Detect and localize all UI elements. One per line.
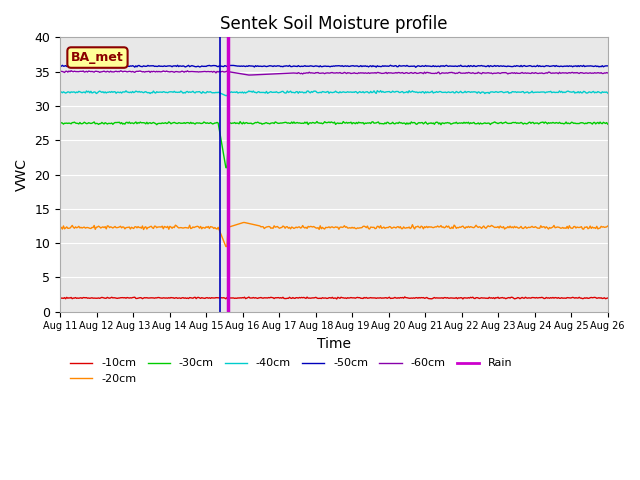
-50cm xyxy=(508,64,515,70)
-10cm xyxy=(383,295,391,301)
X-axis label: Time: Time xyxy=(317,337,351,351)
-10cm xyxy=(56,295,64,300)
-20cm xyxy=(355,225,362,231)
-30cm xyxy=(604,121,612,127)
-10cm xyxy=(354,295,362,300)
Line: -30cm: -30cm xyxy=(60,121,608,168)
-50cm xyxy=(457,62,465,68)
-60cm xyxy=(56,69,64,74)
-50cm xyxy=(56,63,64,69)
Line: -40cm: -40cm xyxy=(60,91,608,96)
-20cm xyxy=(222,244,230,250)
-30cm xyxy=(593,120,600,126)
-50cm xyxy=(382,63,390,69)
-10cm xyxy=(401,294,408,300)
-30cm xyxy=(319,121,326,127)
-50cm xyxy=(353,63,360,69)
-50cm xyxy=(316,63,324,69)
Legend: -10cm, -20cm, -30cm, -40cm, -50cm, -60cm, Rain: -10cm, -20cm, -30cm, -40cm, -50cm, -60cm… xyxy=(66,354,516,388)
-20cm xyxy=(593,224,600,229)
-10cm xyxy=(316,295,324,301)
-50cm xyxy=(604,63,612,69)
-10cm xyxy=(320,295,328,301)
-60cm xyxy=(385,70,392,75)
Text: BA_met: BA_met xyxy=(71,51,124,64)
-50cm xyxy=(593,64,600,70)
-40cm xyxy=(593,90,600,96)
-40cm xyxy=(56,89,64,95)
-30cm xyxy=(322,120,330,125)
Line: -60cm: -60cm xyxy=(60,71,608,75)
-30cm xyxy=(222,165,230,170)
-40cm xyxy=(321,89,328,95)
-60cm xyxy=(67,68,75,73)
-10cm xyxy=(593,295,600,301)
-60cm xyxy=(604,70,612,76)
Title: Sentek Soil Moisture profile: Sentek Soil Moisture profile xyxy=(220,15,448,33)
Line: -20cm: -20cm xyxy=(60,223,608,247)
-10cm xyxy=(604,295,612,301)
-60cm xyxy=(319,70,326,76)
-60cm xyxy=(593,70,600,76)
-30cm xyxy=(508,120,515,126)
-60cm xyxy=(322,70,330,76)
-20cm xyxy=(322,225,330,230)
-10cm xyxy=(333,296,340,302)
-20cm xyxy=(239,220,247,226)
-40cm xyxy=(354,90,362,96)
-10cm xyxy=(508,294,515,300)
-20cm xyxy=(56,225,64,230)
-40cm xyxy=(317,90,325,96)
-20cm xyxy=(319,225,326,230)
Line: -50cm: -50cm xyxy=(60,65,608,67)
-40cm xyxy=(222,93,230,98)
-50cm xyxy=(320,63,328,69)
-40cm xyxy=(508,90,515,96)
-30cm xyxy=(355,120,362,125)
-30cm xyxy=(56,119,64,125)
-30cm xyxy=(385,120,392,125)
-50cm xyxy=(412,64,420,70)
-40cm xyxy=(385,89,392,95)
-60cm xyxy=(245,72,253,78)
-40cm xyxy=(374,88,381,94)
-60cm xyxy=(508,70,515,76)
-20cm xyxy=(604,223,612,229)
-40cm xyxy=(604,90,612,96)
-30cm xyxy=(313,119,321,124)
-20cm xyxy=(508,225,515,230)
Y-axis label: VWC: VWC xyxy=(15,158,29,191)
Line: -10cm: -10cm xyxy=(60,297,608,299)
-20cm xyxy=(385,225,392,230)
-60cm xyxy=(355,70,362,76)
